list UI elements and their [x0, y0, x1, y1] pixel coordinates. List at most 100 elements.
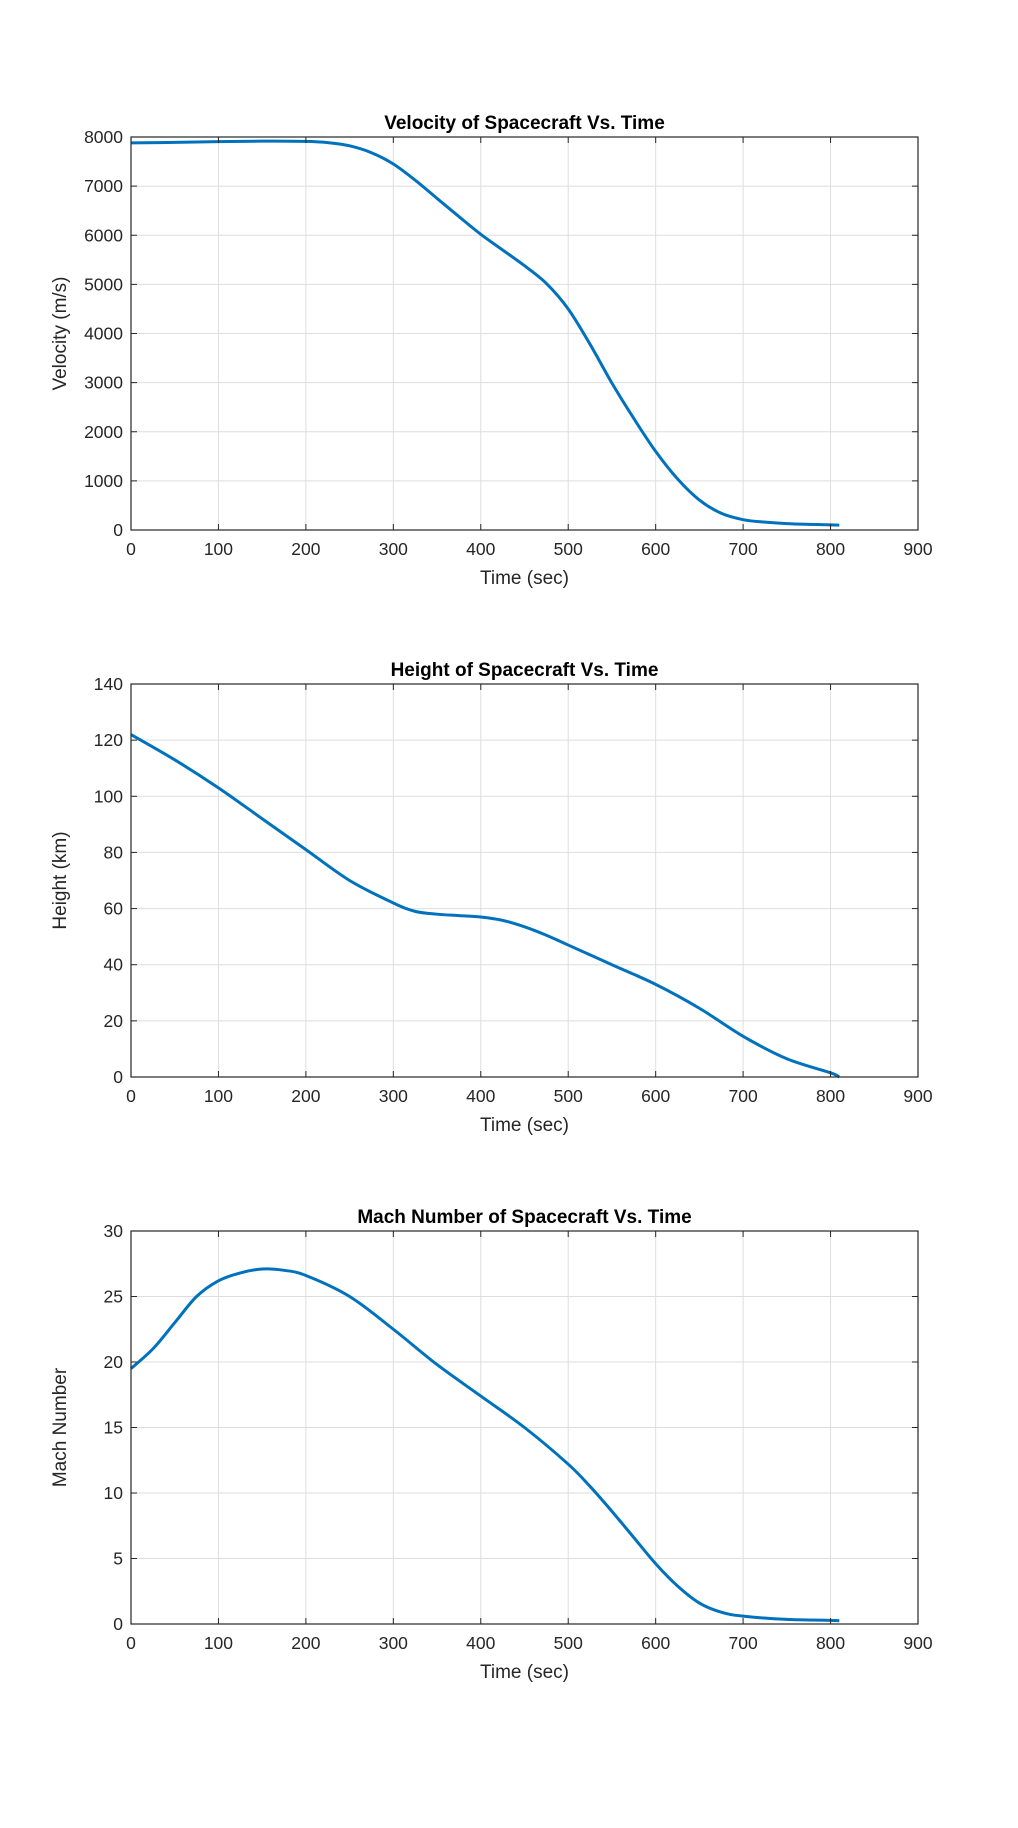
- data-point: [436, 197, 439, 200]
- data-point: [457, 215, 460, 218]
- data-point: [763, 521, 766, 524]
- data-point: [457, 914, 460, 917]
- data-point: [785, 522, 788, 525]
- chart-3: 0 100 200 300 400 500 600 700 800 900 0 5 10 15 20 25 30…: [50, 1207, 933, 1683]
- data-point: [698, 1602, 701, 1605]
- y-tick-label: 0: [113, 520, 123, 540]
- data-point: [720, 512, 723, 515]
- data-point: [348, 144, 351, 147]
- data-point: [304, 1274, 307, 1277]
- y-tick-label: 20: [104, 1011, 124, 1031]
- chart-2: 0 100 200 300 400 500 600 700 800 900 0 20 40 60 80 100…: [50, 660, 933, 1136]
- data-point: [261, 817, 264, 820]
- data-point: [261, 1267, 264, 1270]
- data-point: [173, 141, 176, 144]
- y-tick-label: 100: [94, 786, 123, 806]
- data-point: [523, 1426, 526, 1429]
- y-tick-label: 5000: [84, 274, 123, 294]
- plot-area: [131, 684, 918, 1077]
- x-axis-label: Time (sec): [480, 1115, 569, 1136]
- y-tick-label: 120: [94, 730, 123, 750]
- x-tick-label: 800: [816, 1086, 845, 1106]
- x-tick-label: 500: [554, 1633, 583, 1653]
- data-point: [523, 925, 526, 928]
- x-tick-label: 900: [903, 1086, 932, 1106]
- data-point: [654, 983, 657, 986]
- y-tick-label: 2000: [84, 422, 123, 442]
- data-point: [698, 499, 701, 502]
- data-point: [479, 1395, 482, 1398]
- data-point: [545, 282, 548, 285]
- data-point: [173, 758, 176, 761]
- data-point: [392, 901, 395, 904]
- data-point: [676, 1585, 679, 1588]
- data-point: [370, 151, 373, 154]
- x-tick-label: 900: [903, 539, 932, 559]
- x-tick-label: 0: [126, 1633, 136, 1653]
- data-point: [436, 913, 439, 916]
- data-point: [239, 1271, 242, 1274]
- y-tick-label: 10: [104, 1483, 124, 1503]
- series-line: [129, 1267, 840, 1623]
- data-point: [785, 1057, 788, 1060]
- data-point: [632, 417, 635, 420]
- x-axis-label: Time (sec): [480, 568, 569, 589]
- data-point: [217, 786, 220, 789]
- y-axis-label: Mach Number: [50, 1367, 71, 1487]
- y-tick-label: 1000: [84, 471, 123, 491]
- x-tick-label: 0: [126, 1086, 136, 1106]
- x-tick-label: 200: [291, 1633, 320, 1653]
- y-tick-label: 4000: [84, 324, 123, 344]
- x-tick-label: 300: [379, 539, 408, 559]
- y-tick-label: 0: [113, 1067, 123, 1087]
- x-tick-label: 100: [204, 1086, 233, 1106]
- data-point: [348, 1295, 351, 1298]
- data-point: [414, 910, 417, 913]
- data-point: [676, 477, 679, 480]
- y-tick-label: 5: [113, 1549, 123, 1569]
- data-point: [654, 450, 657, 453]
- data-point: [479, 233, 482, 236]
- x-tick-label: 900: [903, 1633, 932, 1653]
- y-tick-label: 0: [113, 1614, 123, 1634]
- data-point: [742, 1035, 745, 1038]
- y-axis-label: Velocity (m/s): [50, 276, 71, 390]
- data-point: [173, 1321, 176, 1324]
- data-point: [698, 1007, 701, 1010]
- x-tick-label: 800: [816, 1633, 845, 1653]
- x-tick-label: 100: [204, 539, 233, 559]
- data-point: [414, 179, 417, 182]
- data-point: [348, 879, 351, 882]
- data-point: [151, 1347, 154, 1350]
- x-tick-label: 700: [729, 539, 758, 559]
- data-point: [610, 963, 613, 966]
- chart-title: Velocity of Spacecraft Vs. Time: [384, 113, 665, 134]
- data-point: [632, 1536, 635, 1539]
- y-tick-label: 15: [104, 1418, 123, 1438]
- x-axis-label: Time (sec): [480, 1662, 569, 1683]
- axes-box: [130, 683, 919, 1078]
- y-axis-label: Height (km): [50, 831, 71, 929]
- x-tick-label: 400: [466, 1633, 495, 1653]
- y-tick-label: 80: [104, 842, 124, 862]
- data-point: [304, 848, 307, 851]
- data-point: [501, 919, 504, 922]
- data-point: [807, 523, 810, 526]
- x-tick-label: 300: [379, 1633, 408, 1653]
- data-point: [392, 1328, 395, 1331]
- data-point: [589, 1485, 592, 1488]
- data-point: [545, 934, 548, 937]
- data-point: [326, 141, 329, 144]
- chart-title: Mach Number of Spacecraft Vs. Time: [357, 1207, 691, 1228]
- data-point: [838, 524, 841, 527]
- y-tick-label: 7000: [84, 176, 123, 196]
- y-tick-label: 6000: [84, 225, 123, 245]
- x-tick-label: 400: [466, 539, 495, 559]
- x-tick-label: 200: [291, 1086, 320, 1106]
- data-point: [742, 1615, 745, 1618]
- y-tick-label: 20: [104, 1352, 124, 1372]
- x-tick-label: 100: [204, 1633, 233, 1653]
- data-point: [501, 248, 504, 251]
- chart-title: Height of Spacecraft Vs. Time: [391, 660, 659, 681]
- x-tick-label: 0: [126, 539, 136, 559]
